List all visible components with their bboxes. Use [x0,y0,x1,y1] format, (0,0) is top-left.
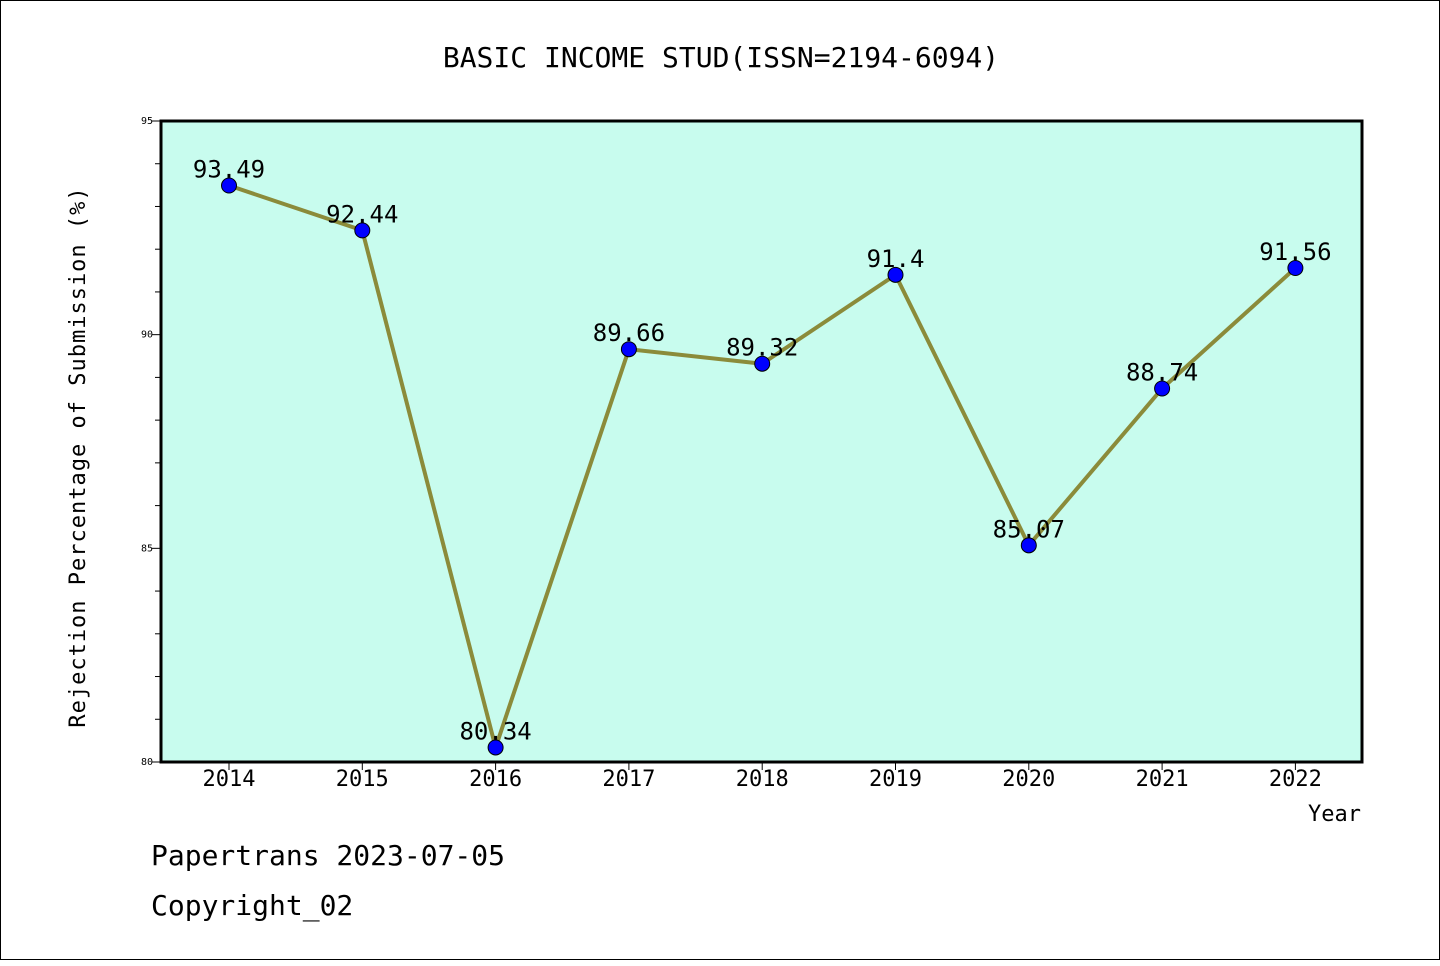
data-label: 88.74 [1126,359,1198,387]
y-axis: 80 85 90 95 [141,116,161,768]
x-tick-label: 2018 [736,767,789,792]
x-tick-label: 2021 [1136,767,1189,792]
x-axis: 2014 2015 2016 2017 2018 2019 2020 2021 2022 [203,762,1322,792]
data-point [1287,260,1304,277]
data-label: 93.49 [193,156,265,184]
data-label: 91.4 [867,245,925,273]
data-point [221,177,237,194]
x-tick-label: 2020 [1002,767,1055,792]
chart-title: BASIC INCOME STUD(ISSN=2194-6094) [443,41,999,74]
data-label: 89.66 [593,319,665,347]
footer-copyright: Copyright_02 [151,889,353,923]
x-tick-label: 2017 [602,767,655,792]
data-point [754,355,771,372]
data-label: 89.32 [726,334,798,362]
y-tick-label: 90 [141,330,153,341]
x-tick-label: 2015 [336,767,389,792]
data-point [487,739,504,756]
data-point [1020,537,1037,554]
series-line-group: 93.49 92.44 80.34 89.66 89.32 91.4 85.07 88.74 9… [193,156,1332,756]
x-tick-label: 2019 [869,767,922,792]
data-point [1154,380,1171,397]
data-label: 80.34 [459,717,531,745]
data-label: 91.56 [1259,238,1331,266]
footer-date: Papertrans 2023-07-05 [151,839,505,872]
data-point [620,341,637,358]
data-label: 85.07 [993,515,1065,543]
x-tick-label: 2014 [203,767,256,792]
y-tick-label: 95 [141,116,153,127]
y-tick-label: 85 [141,543,153,554]
x-axis-label: Year [1308,802,1361,827]
y-tick-label: 80 [141,757,153,768]
x-tick-label: 2022 [1269,767,1322,792]
data-label: 92.44 [326,200,398,228]
x-tick-label: 2016 [469,767,522,792]
data-point [887,266,904,283]
data-point [354,222,371,239]
y-axis-label: Rejection Percentage of Submission (%) [66,186,91,727]
